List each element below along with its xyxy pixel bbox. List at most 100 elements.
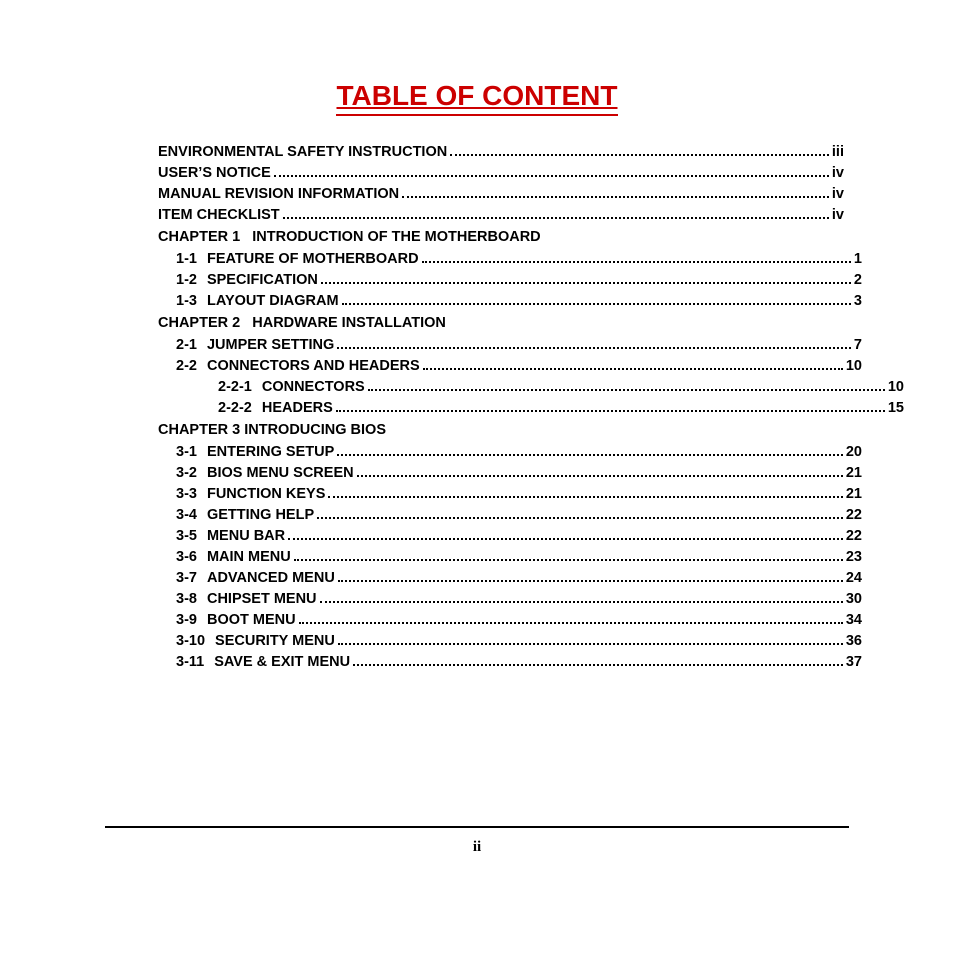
toc-row: ENVIRONMENTAL SAFETY INSTRUCTION iii bbox=[158, 142, 844, 163]
toc-row: CHAPTER 3 INTRODUCING BIOS bbox=[158, 419, 844, 442]
toc-entry-page: 21 bbox=[846, 484, 862, 505]
toc-entry-number: 1-1 bbox=[176, 249, 207, 270]
toc-entry-label: ITEM CHECKLIST bbox=[158, 205, 280, 226]
toc-entry-label: CHAPTER 3 INTRODUCING BIOS bbox=[158, 420, 386, 441]
toc-entry-page: 1 bbox=[854, 249, 862, 270]
toc-leader-dots bbox=[450, 154, 829, 156]
toc-entry-page: 24 bbox=[846, 568, 862, 589]
toc-entry-label: SPECIFICATION bbox=[207, 270, 318, 291]
toc-row: 3-10SECURITY MENU 36 bbox=[158, 631, 862, 652]
toc-entry-label: SECURITY MENU bbox=[215, 631, 335, 652]
toc-entry-label: FUNCTION KEYS bbox=[207, 484, 325, 505]
toc-entry-number: 3-5 bbox=[176, 526, 207, 547]
toc-row: 3-3FUNCTION KEYS 21 bbox=[158, 484, 862, 505]
toc-entry-page: 21 bbox=[846, 463, 862, 484]
toc-entry-label: GETTING HELP bbox=[207, 505, 314, 526]
toc-row: CHAPTER 2 HARDWARE INSTALLATION bbox=[158, 312, 844, 335]
toc-entry-label: CHIPSET MENU bbox=[207, 589, 317, 610]
toc-entry-number: 2-1 bbox=[176, 335, 207, 356]
toc-leader-dots bbox=[402, 196, 829, 198]
title-wrap: TABLE OF CONTENT bbox=[110, 80, 844, 130]
toc-entry-page: 20 bbox=[846, 442, 862, 463]
toc-leader-dots bbox=[274, 175, 829, 177]
toc-row: 1-3LAYOUT DIAGRAM3 bbox=[158, 291, 862, 312]
toc-entry-number: 3-7 bbox=[176, 568, 207, 589]
toc-row: USER’S NOTICE iv bbox=[158, 163, 844, 184]
toc-entry-label: CONNECTORS AND HEADERS bbox=[207, 356, 420, 377]
toc-row: 3-1ENTERING SETUP 20 bbox=[158, 442, 862, 463]
toc-entry-page: 34 bbox=[846, 610, 862, 631]
toc-entry-number: 3-8 bbox=[176, 589, 207, 610]
toc-entry-label: MENU BAR bbox=[207, 526, 285, 547]
toc-entry-label: HEADERS bbox=[262, 398, 333, 419]
toc-entry-number: 3-1 bbox=[176, 442, 207, 463]
toc-leader-dots bbox=[422, 261, 851, 263]
toc-row: 3-7ADVANCED MENU24 bbox=[158, 568, 862, 589]
toc-entry-page: 10 bbox=[888, 377, 904, 398]
toc-row: 1-1FEATURE OF MOTHERBOARD 1 bbox=[158, 249, 862, 270]
toc-row: 3-4GETTING HELP22 bbox=[158, 505, 862, 526]
toc-entry-page: 10 bbox=[846, 356, 862, 377]
page-number: ii bbox=[0, 839, 954, 856]
toc-entry-number: 2-2-1 bbox=[218, 377, 262, 398]
toc-leader-dots bbox=[299, 622, 843, 624]
toc-entry-page: 36 bbox=[846, 631, 862, 652]
toc-entry-page: 22 bbox=[846, 526, 862, 547]
table-of-contents: ENVIRONMENTAL SAFETY INSTRUCTIONiiiUSER’… bbox=[110, 142, 844, 673]
toc-leader-dots bbox=[294, 559, 843, 561]
toc-entry-page: 37 bbox=[846, 652, 862, 673]
toc-entry-label: BOOT MENU bbox=[207, 610, 296, 631]
toc-row: 3-9BOOT MENU34 bbox=[158, 610, 862, 631]
toc-leader-dots bbox=[357, 475, 843, 477]
toc-row: 3-2BIOS MENU SCREEN21 bbox=[158, 463, 862, 484]
toc-entry-number: 3-4 bbox=[176, 505, 207, 526]
toc-entry-page: 15 bbox=[888, 398, 904, 419]
toc-leader-dots bbox=[338, 580, 843, 582]
toc-entry-page: 7 bbox=[854, 335, 862, 356]
toc-row: 2-1JUMPER SETTING7 bbox=[158, 335, 862, 356]
toc-leader-dots bbox=[283, 217, 829, 219]
toc-leader-dots bbox=[342, 303, 851, 305]
toc-entry-page: 2 bbox=[854, 270, 862, 291]
toc-leader-dots bbox=[321, 282, 851, 284]
toc-leader-dots bbox=[337, 347, 851, 349]
toc-entry-page: 30 bbox=[846, 589, 862, 610]
toc-entry-page: iv bbox=[832, 163, 844, 184]
toc-entry-number: 2-2-2 bbox=[218, 398, 262, 419]
toc-entry-number: 3-3 bbox=[176, 484, 207, 505]
toc-row: ITEM CHECKLIST iv bbox=[158, 205, 844, 226]
footer-rule bbox=[105, 826, 849, 828]
toc-leader-dots bbox=[317, 517, 843, 519]
toc-leader-dots bbox=[368, 389, 885, 391]
toc-entry-label: FEATURE OF MOTHERBOARD bbox=[207, 249, 419, 270]
page: TABLE OF CONTENT ENVIRONMENTAL SAFETY IN… bbox=[0, 0, 954, 954]
toc-entry-number: 3-10 bbox=[176, 631, 215, 652]
toc-entry-page: 23 bbox=[846, 547, 862, 568]
toc-entry-number: 2-2 bbox=[176, 356, 207, 377]
toc-row: 2-2-1CONNECTORS 10 bbox=[158, 377, 904, 398]
toc-row: 3-11SAVE & EXIT MENU 37 bbox=[158, 652, 862, 673]
toc-leader-dots bbox=[338, 643, 843, 645]
toc-entry-page: iii bbox=[832, 142, 844, 163]
toc-leader-dots bbox=[288, 538, 843, 540]
toc-leader-dots bbox=[423, 368, 843, 370]
toc-leader-dots bbox=[320, 601, 843, 603]
toc-row: 3-5MENU BAR 22 bbox=[158, 526, 862, 547]
toc-entry-label: ENTERING SETUP bbox=[207, 442, 334, 463]
toc-row: 3-6MAIN MENU23 bbox=[158, 547, 862, 568]
toc-entry-page: iv bbox=[832, 184, 844, 205]
toc-entry-page: iv bbox=[832, 205, 844, 226]
toc-entry-label: BIOS MENU SCREEN bbox=[207, 463, 354, 484]
toc-entry-page: 3 bbox=[854, 291, 862, 312]
toc-entry-label: ENVIRONMENTAL SAFETY INSTRUCTION bbox=[158, 142, 447, 163]
toc-entry-label: SAVE & EXIT MENU bbox=[214, 652, 350, 673]
toc-entry-number: 3-11 bbox=[176, 652, 214, 673]
toc-entry-number: 1-3 bbox=[176, 291, 207, 312]
toc-entry-label: MAIN MENU bbox=[207, 547, 291, 568]
toc-leader-dots bbox=[337, 454, 843, 456]
toc-entry-label: MANUAL REVISION INFORMATION bbox=[158, 184, 399, 205]
toc-entry-label: CONNECTORS bbox=[262, 377, 365, 398]
toc-entry-label: USER’S NOTICE bbox=[158, 163, 271, 184]
toc-row: 2-2-2HEADERS 15 bbox=[158, 398, 904, 419]
toc-row: CHAPTER 1 INTRODUCTION OF THE MOTHERBOAR… bbox=[158, 226, 844, 249]
